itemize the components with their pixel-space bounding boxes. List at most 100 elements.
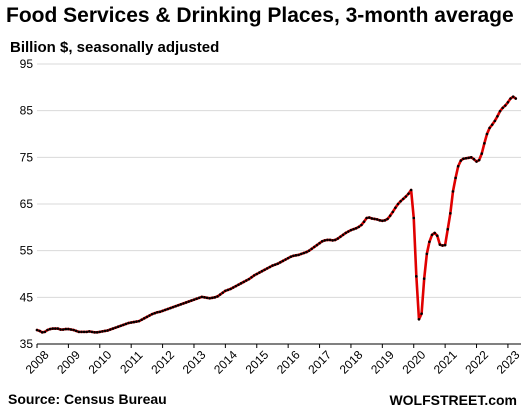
data-point-167 bbox=[472, 157, 476, 161]
data-point-17 bbox=[80, 330, 83, 334]
data-point-39 bbox=[137, 319, 141, 323]
data-point-182 bbox=[511, 95, 515, 98]
data-point-147 bbox=[420, 312, 423, 315]
data-point-135 bbox=[388, 214, 392, 217]
data-point-130 bbox=[375, 218, 379, 221]
data-point-73 bbox=[226, 288, 230, 292]
data-point-90 bbox=[271, 264, 274, 267]
data-point-131 bbox=[378, 219, 382, 222]
series-line-0 bbox=[35, 95, 518, 334]
data-point-173 bbox=[488, 126, 491, 130]
data-point-87 bbox=[263, 268, 266, 272]
data-point-126 bbox=[365, 216, 368, 220]
data-point-0 bbox=[35, 328, 39, 332]
data-point-164 bbox=[464, 156, 468, 160]
data-point-77 bbox=[237, 283, 240, 287]
data-point-165 bbox=[467, 156, 470, 160]
data-point-112 bbox=[328, 238, 332, 242]
data-point-11 bbox=[64, 327, 68, 331]
y-tick-label-35: 35 bbox=[20, 337, 34, 351]
data-point-168 bbox=[475, 160, 478, 163]
data-point-35 bbox=[127, 321, 130, 325]
x-tick-label-2013: 2013 bbox=[180, 348, 209, 377]
data-point-136 bbox=[391, 210, 395, 214]
gridlines bbox=[36, 63, 521, 348]
data-point-117 bbox=[341, 233, 345, 237]
data-point-128 bbox=[370, 217, 374, 220]
data-point-59 bbox=[190, 299, 193, 302]
data-point-145 bbox=[415, 275, 418, 278]
y-axis: 35 45 55 65 75 85 95 bbox=[20, 57, 34, 351]
data-point-122 bbox=[354, 226, 358, 230]
x-tick-label-2017: 2017 bbox=[305, 348, 334, 377]
data-point-32 bbox=[119, 324, 123, 328]
data-point-80 bbox=[245, 279, 248, 282]
data-point-160 bbox=[454, 176, 457, 180]
data-point-93 bbox=[279, 261, 282, 264]
x-tick-label-2019: 2019 bbox=[368, 348, 397, 377]
data-point-181 bbox=[509, 97, 512, 100]
data-point-44 bbox=[150, 312, 154, 316]
data-point-91 bbox=[273, 263, 277, 266]
data-point-102 bbox=[302, 251, 306, 255]
chart-subtitle: Billion $, seasonally adjusted bbox=[10, 39, 220, 56]
data-point-144 bbox=[412, 216, 416, 220]
data-point-107 bbox=[315, 243, 319, 247]
data-point-55 bbox=[179, 303, 183, 306]
data-point-2 bbox=[40, 331, 44, 334]
data-point-153 bbox=[435, 234, 439, 238]
data-point-9 bbox=[59, 328, 62, 331]
data-point-66 bbox=[208, 296, 211, 300]
data-point-163 bbox=[462, 157, 465, 161]
data-point-139 bbox=[399, 199, 402, 203]
data-point-33 bbox=[122, 323, 125, 327]
data-point-161 bbox=[456, 164, 460, 168]
data-point-111 bbox=[326, 238, 329, 242]
x-tick-label-2015: 2015 bbox=[243, 348, 272, 377]
data-point-113 bbox=[331, 239, 334, 242]
data-point-151 bbox=[430, 233, 434, 237]
data-point-119 bbox=[347, 230, 350, 233]
data-point-85 bbox=[258, 271, 261, 274]
data-point-170 bbox=[480, 152, 484, 155]
x-tick-label-2023: 2023 bbox=[494, 348, 523, 377]
data-point-121 bbox=[352, 227, 355, 231]
data-point-157 bbox=[446, 227, 450, 231]
data-point-51 bbox=[169, 306, 172, 310]
data-point-142 bbox=[407, 192, 410, 196]
data-point-16 bbox=[77, 330, 81, 334]
data-point-154 bbox=[438, 243, 442, 246]
data-point-12 bbox=[67, 327, 70, 331]
x-tick-label-2014: 2014 bbox=[211, 348, 240, 377]
data-point-155 bbox=[441, 244, 444, 247]
data-point-83 bbox=[252, 274, 256, 277]
y-tick-label-65: 65 bbox=[20, 197, 34, 211]
x-tick-label-2021: 2021 bbox=[431, 348, 460, 377]
data-point-24 bbox=[98, 330, 102, 334]
data-point-140 bbox=[401, 197, 405, 201]
data-point-141 bbox=[404, 195, 408, 198]
data-point-43 bbox=[148, 314, 151, 317]
data-point-169 bbox=[477, 158, 481, 162]
data-point-46 bbox=[156, 310, 159, 314]
data-point-7 bbox=[54, 327, 57, 330]
data-point-150 bbox=[428, 240, 431, 244]
data-point-156 bbox=[443, 243, 447, 247]
data-point-53 bbox=[174, 304, 177, 308]
data-point-110 bbox=[323, 239, 327, 242]
data-point-60 bbox=[192, 298, 196, 301]
data-point-72 bbox=[224, 289, 227, 293]
data-point-146 bbox=[417, 317, 421, 321]
data-point-137 bbox=[394, 206, 397, 210]
data-point-58 bbox=[187, 300, 191, 303]
data-point-27 bbox=[106, 329, 109, 332]
data-point-100 bbox=[297, 253, 300, 257]
data-point-37 bbox=[132, 320, 136, 324]
y-tick-label-95: 95 bbox=[20, 57, 34, 71]
x-tick-label-2020: 2020 bbox=[400, 348, 429, 377]
data-point-98 bbox=[292, 254, 295, 258]
x-tick-label-2022: 2022 bbox=[462, 348, 491, 377]
data-point-103 bbox=[305, 250, 308, 254]
data-point-86 bbox=[260, 269, 264, 273]
